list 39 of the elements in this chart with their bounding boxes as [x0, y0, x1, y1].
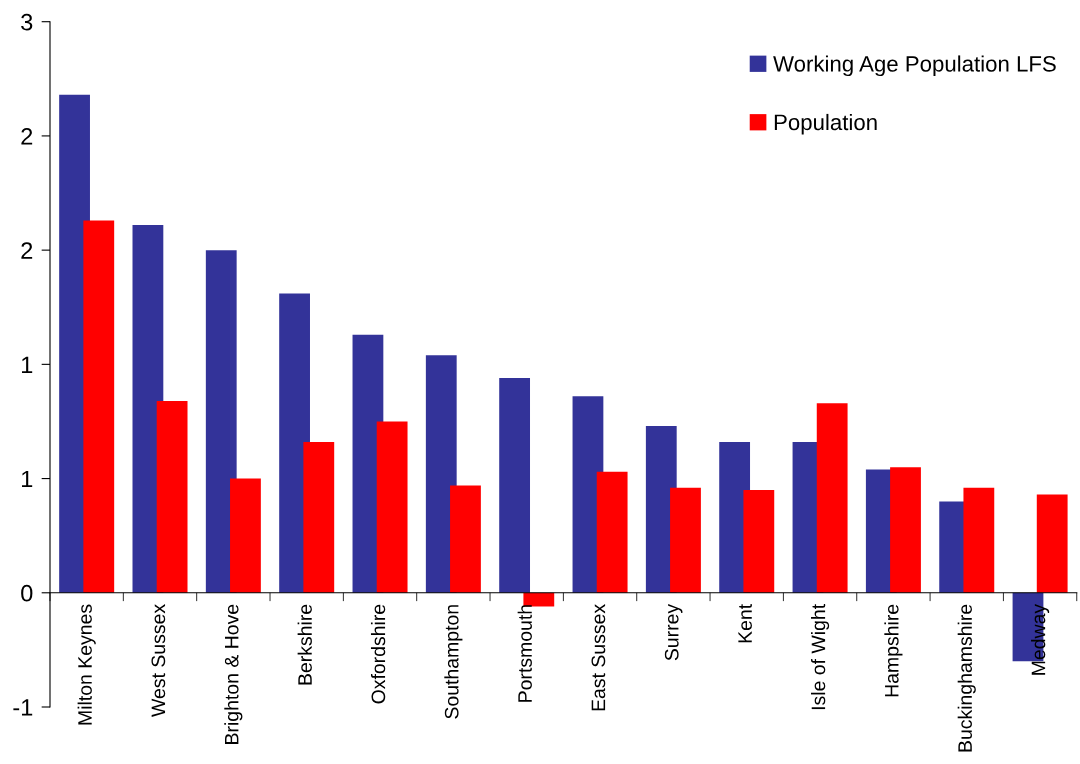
- x-tick-label: Medway: [1031, 603, 1050, 675]
- x-tick-label: East Sussex: [591, 604, 606, 711]
- x-tick-label: Berkshire: [297, 604, 312, 685]
- x-tick-label: Oxfordshire: [370, 604, 386, 704]
- legend-label: Population: [774, 113, 877, 135]
- x-tick-label: Isle of Wight: [811, 604, 830, 710]
- bar: [670, 487, 701, 593]
- bar: [596, 471, 628, 593]
- y-tick-label: -1: [13, 699, 33, 716]
- x-tick-label: Brighton & Hove: [224, 604, 243, 744]
- x-tick-label: Milton Keynes: [77, 604, 96, 725]
- bar: [499, 378, 531, 593]
- y-tick-label: 3: [21, 13, 33, 31]
- bar: [963, 487, 995, 593]
- bar: [83, 220, 115, 593]
- legend-label: Working Age Population LFS: [773, 55, 1056, 77]
- y-tick-label: 0: [21, 584, 33, 602]
- bar: [450, 485, 481, 593]
- bar: [523, 592, 555, 607]
- y-tick-label: 1: [22, 470, 33, 488]
- x-tick-label: Kent: [738, 604, 752, 643]
- bar: [156, 400, 188, 593]
- x-tick-label: Surrey: [664, 603, 683, 661]
- y-tick-label: 2: [21, 127, 33, 145]
- x-tick-label: West Sussex: [151, 604, 166, 717]
- bar: [205, 250, 237, 593]
- x-tick-label: Buckinghamshire: [957, 604, 976, 752]
- bar: [303, 442, 335, 593]
- bar: [1036, 494, 1068, 593]
- bar: [376, 421, 408, 593]
- x-tick-label: Portsmouth: [517, 605, 532, 702]
- x-tick-label: Southampton: [444, 605, 463, 719]
- bar: [890, 467, 921, 593]
- y-tick-label: 2: [21, 242, 33, 259]
- bar: [816, 403, 848, 593]
- y-tick-label: 1: [22, 356, 33, 373]
- bar: [230, 478, 261, 593]
- bar: [743, 489, 775, 593]
- x-tick-label: Hampshire: [884, 604, 903, 697]
